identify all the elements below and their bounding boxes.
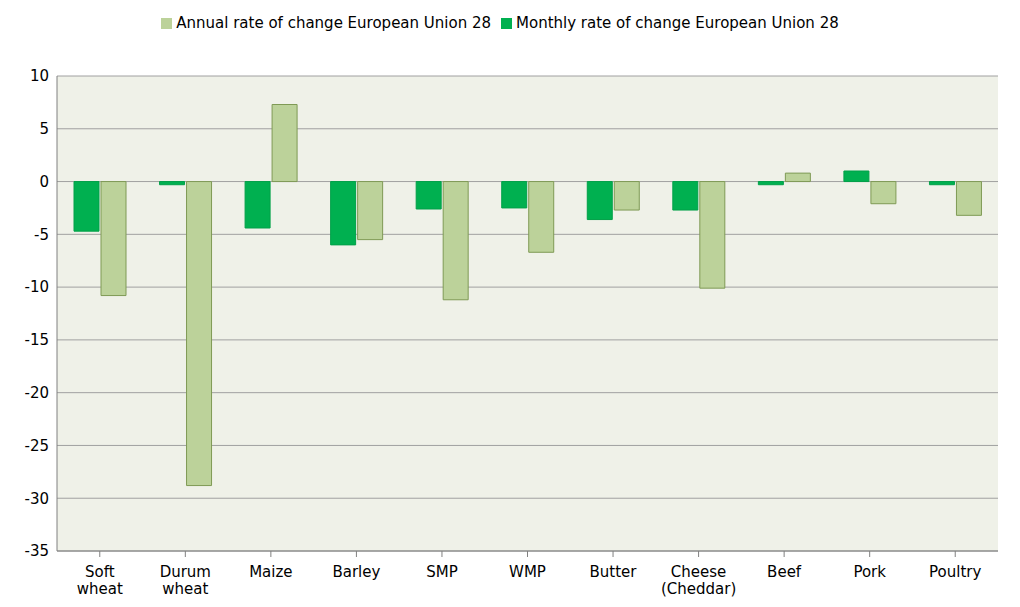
svg-text:Softwheat: Softwheat — [77, 563, 123, 598]
svg-text:-15: -15 — [25, 331, 50, 349]
svg-text:SMP: SMP — [426, 563, 458, 581]
svg-text:10: 10 — [30, 67, 49, 85]
svg-text:WMP: WMP — [509, 563, 546, 581]
svg-text:Maize: Maize — [249, 563, 292, 581]
svg-text:-5: -5 — [34, 226, 49, 244]
svg-text:0: 0 — [39, 173, 49, 191]
svg-text:Durumwheat: Durumwheat — [160, 563, 211, 598]
svg-text:-35: -35 — [25, 542, 50, 560]
html-text:Annual rate of change European: Annual rate of change European Union 28 — [176, 14, 491, 32]
svg-text:-30: -30 — [25, 490, 50, 508]
svg-text:Pork: Pork — [853, 563, 886, 581]
svg-text:-25: -25 — [25, 437, 50, 455]
svg-text:Cheese(Cheddar): Cheese(Cheddar) — [661, 563, 736, 598]
svg-text:5: 5 — [39, 120, 49, 138]
svg-text:-20: -20 — [25, 384, 50, 402]
svg-text:Barley: Barley — [332, 563, 380, 581]
html-text:Monthly rate of change Europea: Monthly rate of change European Union 28 — [516, 14, 839, 32]
svg-text:Beef: Beef — [767, 563, 802, 581]
svg-text:Butter: Butter — [590, 563, 638, 581]
svg-text:Poultry: Poultry — [929, 563, 981, 581]
svg-text:-10: -10 — [25, 278, 50, 296]
